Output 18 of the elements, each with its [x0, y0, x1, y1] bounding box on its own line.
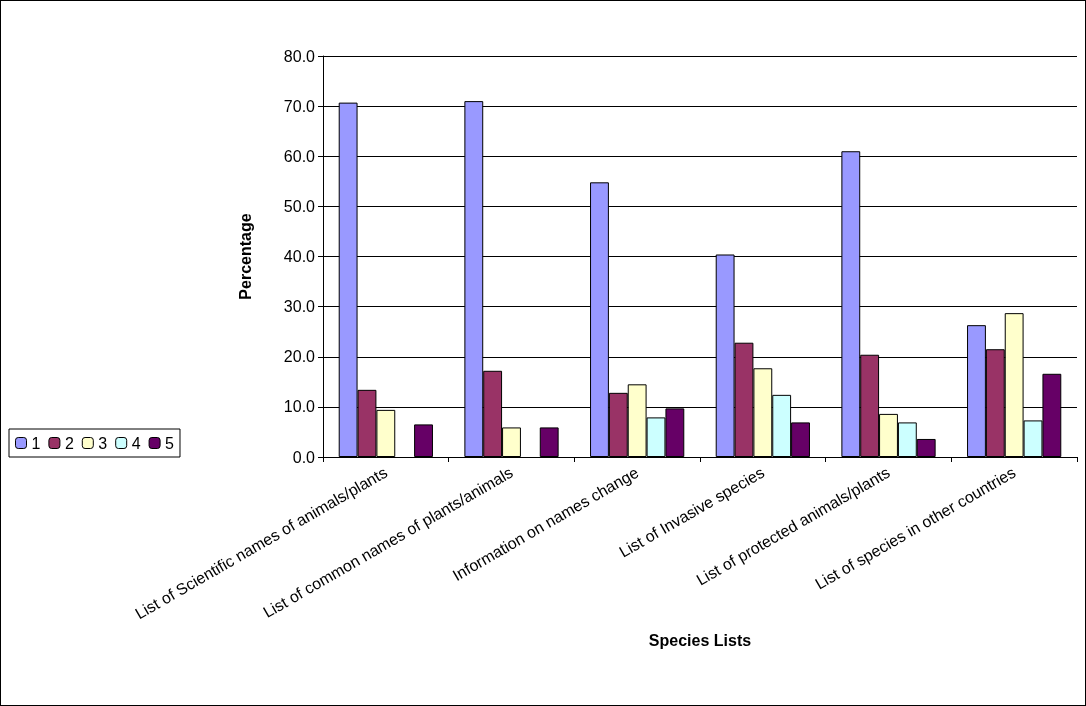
- y-tick-label: 60.0: [283, 147, 316, 165]
- legend-label: 1: [31, 434, 41, 452]
- bar: [414, 424, 433, 457]
- legend-label: 2: [64, 434, 74, 452]
- legend-label: 4: [131, 434, 141, 452]
- legend-label: 3: [98, 434, 108, 452]
- y-tick-label: 10.0: [283, 398, 316, 416]
- y-tick-label: 40.0: [283, 248, 316, 265]
- bar: [539, 427, 559, 457]
- y-axis-title: Percentage: [236, 213, 254, 300]
- y-tick-label: 50.0: [283, 197, 316, 215]
- legend-label: 5: [165, 434, 175, 452]
- y-tick-label: 80.0: [283, 47, 316, 65]
- y-tick-label: 0.0: [292, 448, 316, 466]
- y-tick-label: 70.0: [283, 97, 316, 115]
- y-tick-label: 20.0: [283, 348, 316, 366]
- x-axis-title: Species Lists: [648, 631, 752, 649]
- y-tick-label: 30.0: [283, 298, 316, 316]
